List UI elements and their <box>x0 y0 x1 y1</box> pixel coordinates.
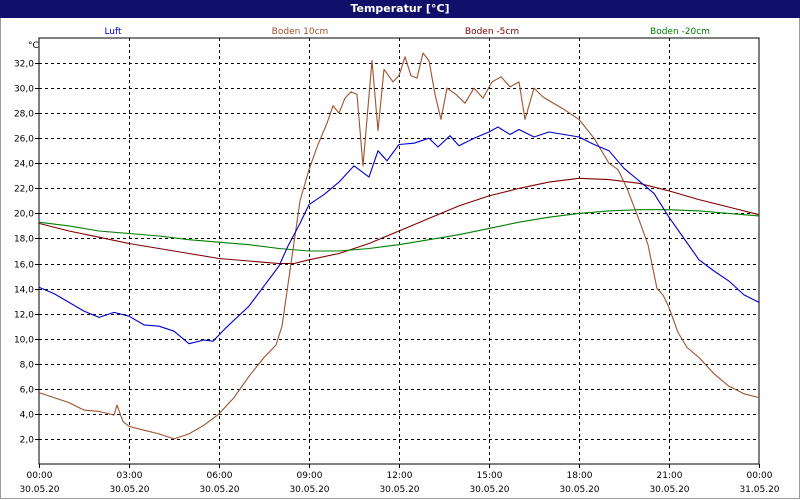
x-tick-time: 00:00 <box>27 471 53 481</box>
y-tick-label: 24,0 <box>14 160 34 170</box>
y-tick-label: 10,0 <box>14 336 34 346</box>
legend-entry: Boden -5cm <box>465 27 519 37</box>
series-lines <box>38 52 760 440</box>
legend-entry: Luft <box>104 27 122 37</box>
y-tick-label: 16,0 <box>14 261 34 271</box>
x-tick-time: 06:00 <box>207 471 233 481</box>
x-axis-ticks: 00:00 30.05.20 03:00 30.05.20 06:00 30.05.20 0… <box>19 464 780 495</box>
chart-title: Temperatur [°C] <box>0 0 800 18</box>
legend-entry: Boden 10cm <box>272 27 329 37</box>
x-tick-date: 30.05.20 <box>559 485 599 495</box>
x-tick-date: 30.05.20 <box>649 485 689 495</box>
x-tick-time: 18:00 <box>567 471 593 481</box>
y-tick-label: 28,0 <box>14 110 34 120</box>
y-tick-label: 2,0 <box>20 436 35 446</box>
y-tick-label: 32,0 <box>14 60 34 70</box>
y-axis-label: °C <box>28 41 39 51</box>
x-tick-date: 30.05.20 <box>289 485 329 495</box>
y-tick-label: 14,0 <box>14 286 34 296</box>
series-line-boden-5cm <box>38 177 760 265</box>
x-tick-date: 30.05.20 <box>19 485 59 495</box>
x-tick-date: 30.05.20 <box>199 485 239 495</box>
legend: Luft Boden 10cm Boden -5cm Boden -20cm <box>104 27 710 37</box>
legend-entry: Boden -20cm <box>650 27 710 37</box>
y-tick-label: 6,0 <box>20 386 35 396</box>
series-line-luft <box>38 126 760 345</box>
y-tick-label: 12,0 <box>14 311 34 321</box>
x-tick-time: 03:00 <box>117 471 143 481</box>
y-tick-label: 8,0 <box>20 361 35 371</box>
x-tick-time: 21:00 <box>657 471 683 481</box>
x-tick-date: 30.05.20 <box>469 485 509 495</box>
x-tick-time: 15:00 <box>477 471 503 481</box>
x-tick-time: 09:00 <box>297 471 323 481</box>
y-tick-label: 4,0 <box>20 411 35 421</box>
y-tick-label: 30,0 <box>14 85 34 95</box>
y-tick-label: 20,0 <box>14 210 34 220</box>
series-line-boden-20cm <box>38 209 760 252</box>
x-tick-date: 31.05.20 <box>739 485 779 495</box>
grid-lines <box>38 37 760 465</box>
x-tick-date: 30.05.20 <box>109 485 149 495</box>
y-axis-ticks: 2,0 4,0 6,0 8,0 10,0 12,0 14,0 16,0 18,0 20,0 22,0… <box>14 60 39 446</box>
y-tick-label: 18,0 <box>14 235 34 245</box>
x-tick-time: 00:00 <box>747 471 773 481</box>
y-tick-label: 26,0 <box>14 135 34 145</box>
series-line-boden-10cm <box>38 52 760 440</box>
x-tick-date: 30.05.20 <box>379 485 419 495</box>
x-tick-time: 12:00 <box>387 471 413 481</box>
y-tick-label: 22,0 <box>14 185 34 195</box>
